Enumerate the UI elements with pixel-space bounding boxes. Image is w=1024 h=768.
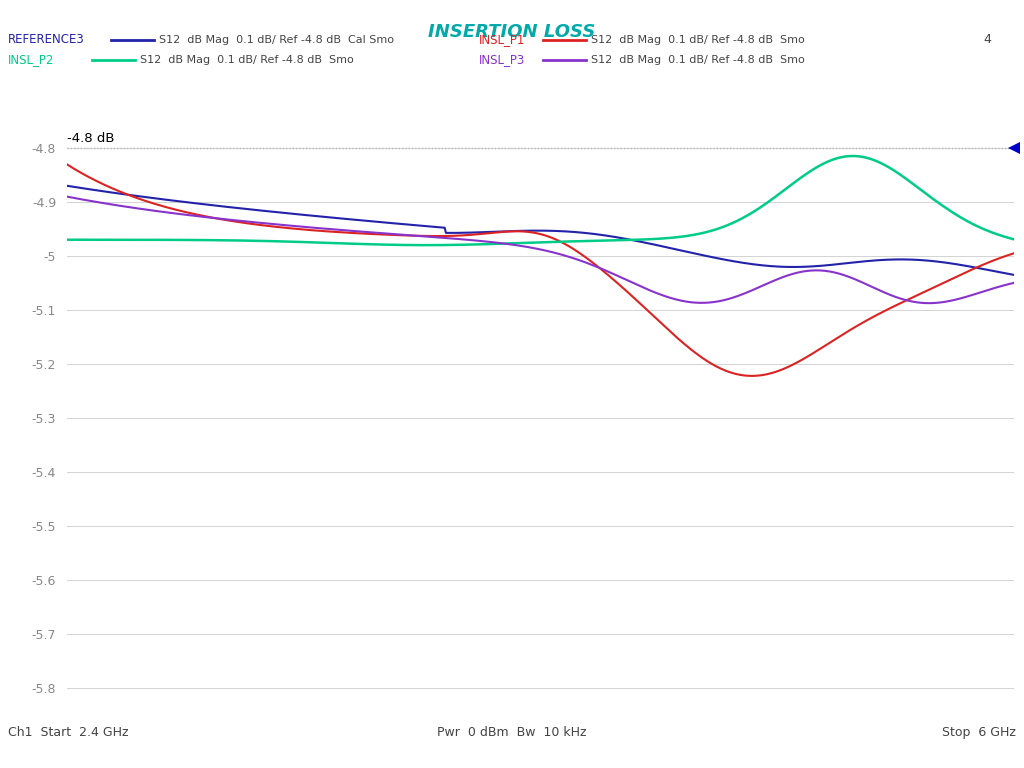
Text: S12  dB Mag  0.1 dB/ Ref -4.8 dB  Smo: S12 dB Mag 0.1 dB/ Ref -4.8 dB Smo	[591, 55, 805, 65]
Text: -4.8 dB: -4.8 dB	[67, 131, 114, 144]
Text: 4: 4	[983, 34, 991, 46]
Text: INSL_P1: INSL_P1	[479, 34, 525, 46]
Text: REFERENCE3: REFERENCE3	[8, 34, 85, 46]
Text: Ch1  Start  2.4 GHz: Ch1 Start 2.4 GHz	[8, 726, 129, 739]
Text: S12  dB Mag  0.1 dB/ Ref -4.8 dB  Cal Smo: S12 dB Mag 0.1 dB/ Ref -4.8 dB Cal Smo	[159, 35, 393, 45]
Text: INSERTION LOSS: INSERTION LOSS	[428, 23, 596, 41]
Text: S12  dB Mag  0.1 dB/ Ref -4.8 dB  Smo: S12 dB Mag 0.1 dB/ Ref -4.8 dB Smo	[591, 35, 805, 45]
Text: INSL_P2: INSL_P2	[8, 54, 54, 66]
Text: INSL_P3: INSL_P3	[479, 54, 525, 66]
Text: Pwr  0 dBm  Bw  10 kHz: Pwr 0 dBm Bw 10 kHz	[437, 726, 587, 739]
Text: Stop  6 GHz: Stop 6 GHz	[942, 726, 1016, 739]
Text: S12  dB Mag  0.1 dB/ Ref -4.8 dB  Smo: S12 dB Mag 0.1 dB/ Ref -4.8 dB Smo	[140, 55, 354, 65]
